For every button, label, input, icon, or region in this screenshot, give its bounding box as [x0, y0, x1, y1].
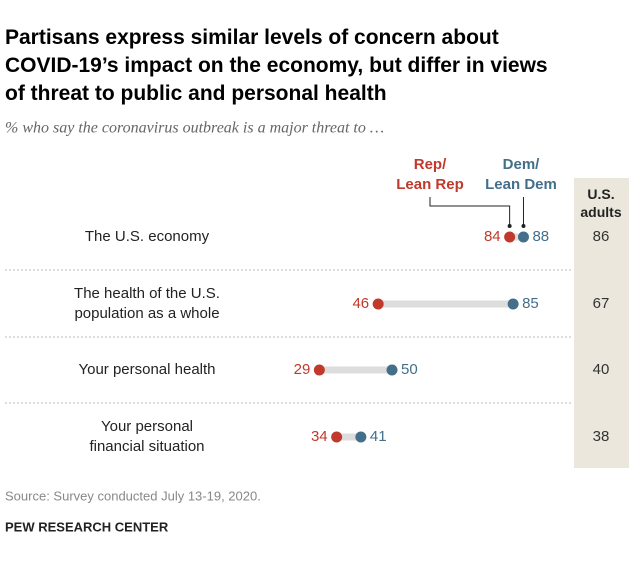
- dot: [386, 364, 398, 376]
- category-label: Your personal health: [78, 361, 215, 378]
- value-label: 50: [401, 361, 418, 378]
- leader-dot: [507, 224, 512, 228]
- legend-label: Dem/Lean Dem: [485, 156, 557, 193]
- category-label: The U.S. economy: [85, 228, 210, 245]
- dot: [331, 431, 343, 443]
- dot: [504, 231, 516, 243]
- dot: [355, 431, 367, 443]
- value-label: 41: [370, 428, 387, 445]
- adults-value: 67: [593, 295, 610, 312]
- category-label: Your personal financial situation: [89, 418, 204, 455]
- source: Source: Survey conducted July 13-19, 202…: [5, 488, 261, 503]
- leader-line: [429, 197, 511, 226]
- adults-column-bg: [574, 178, 629, 468]
- credit: PEW RESEARCH CENTER: [5, 519, 169, 534]
- leader-dot: [521, 224, 526, 228]
- category-label: The health of the U.S. population as a wh…: [74, 285, 220, 322]
- value-label: 84: [484, 228, 501, 245]
- adults-value: 86: [593, 228, 610, 245]
- dot: [507, 298, 519, 310]
- value-label: 85: [522, 295, 539, 312]
- column-header: U.S. adults: [580, 186, 621, 220]
- dot: [313, 364, 325, 376]
- legend-label: Rep/Lean Rep: [396, 156, 464, 193]
- dot: [517, 231, 529, 243]
- chart-title: Partisans express similar levels of conc…: [5, 26, 548, 105]
- value-label: 88: [532, 228, 549, 245]
- adults-value: 40: [593, 361, 610, 378]
- dot: [372, 298, 384, 310]
- subtitle: % who say the coronavirus outbreak is a …: [5, 120, 384, 137]
- value-label: 46: [352, 295, 369, 312]
- value-label: 29: [294, 361, 311, 378]
- adults-value: 38: [593, 428, 610, 445]
- value-label: 34: [311, 428, 328, 445]
